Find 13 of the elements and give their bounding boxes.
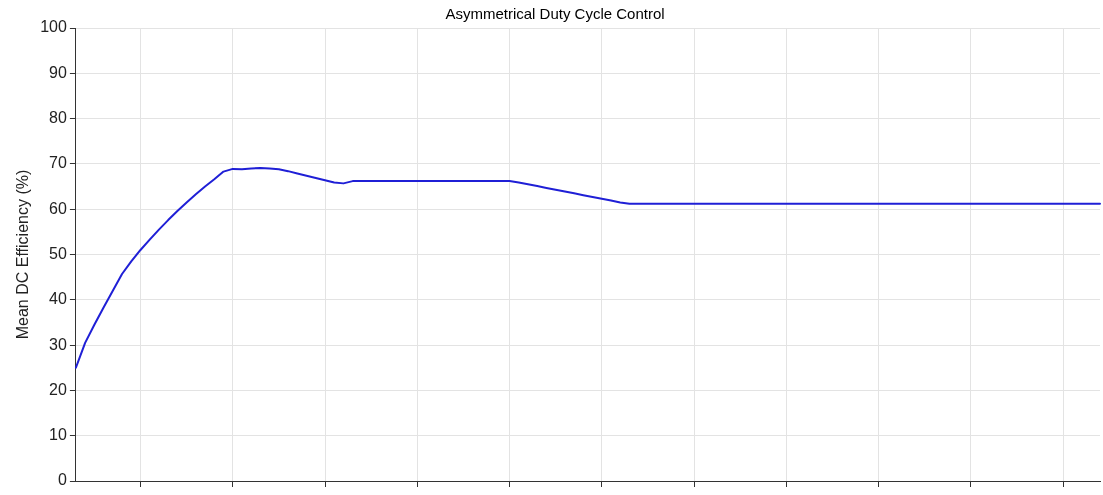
y-tick-label: 70 (49, 154, 67, 172)
y-tick-label: 90 (49, 63, 67, 81)
y-tick-label: 40 (49, 290, 67, 308)
y-axis-title: Mean DC Efficiency (%) (14, 169, 32, 340)
y-tick-label: 0 (57, 471, 67, 489)
chart-title: Asymmetrical Duty Cycle Control (445, 5, 665, 23)
y-tick-label: 60 (49, 199, 67, 217)
y-tick-label: 10 (49, 426, 67, 444)
y-tick-label: 50 (49, 244, 67, 262)
y-tick-label: 100 (40, 18, 67, 36)
y-tick-label: 80 (49, 109, 67, 127)
y-tick-label: 30 (49, 335, 67, 353)
y-tick-label: 20 (49, 380, 67, 398)
